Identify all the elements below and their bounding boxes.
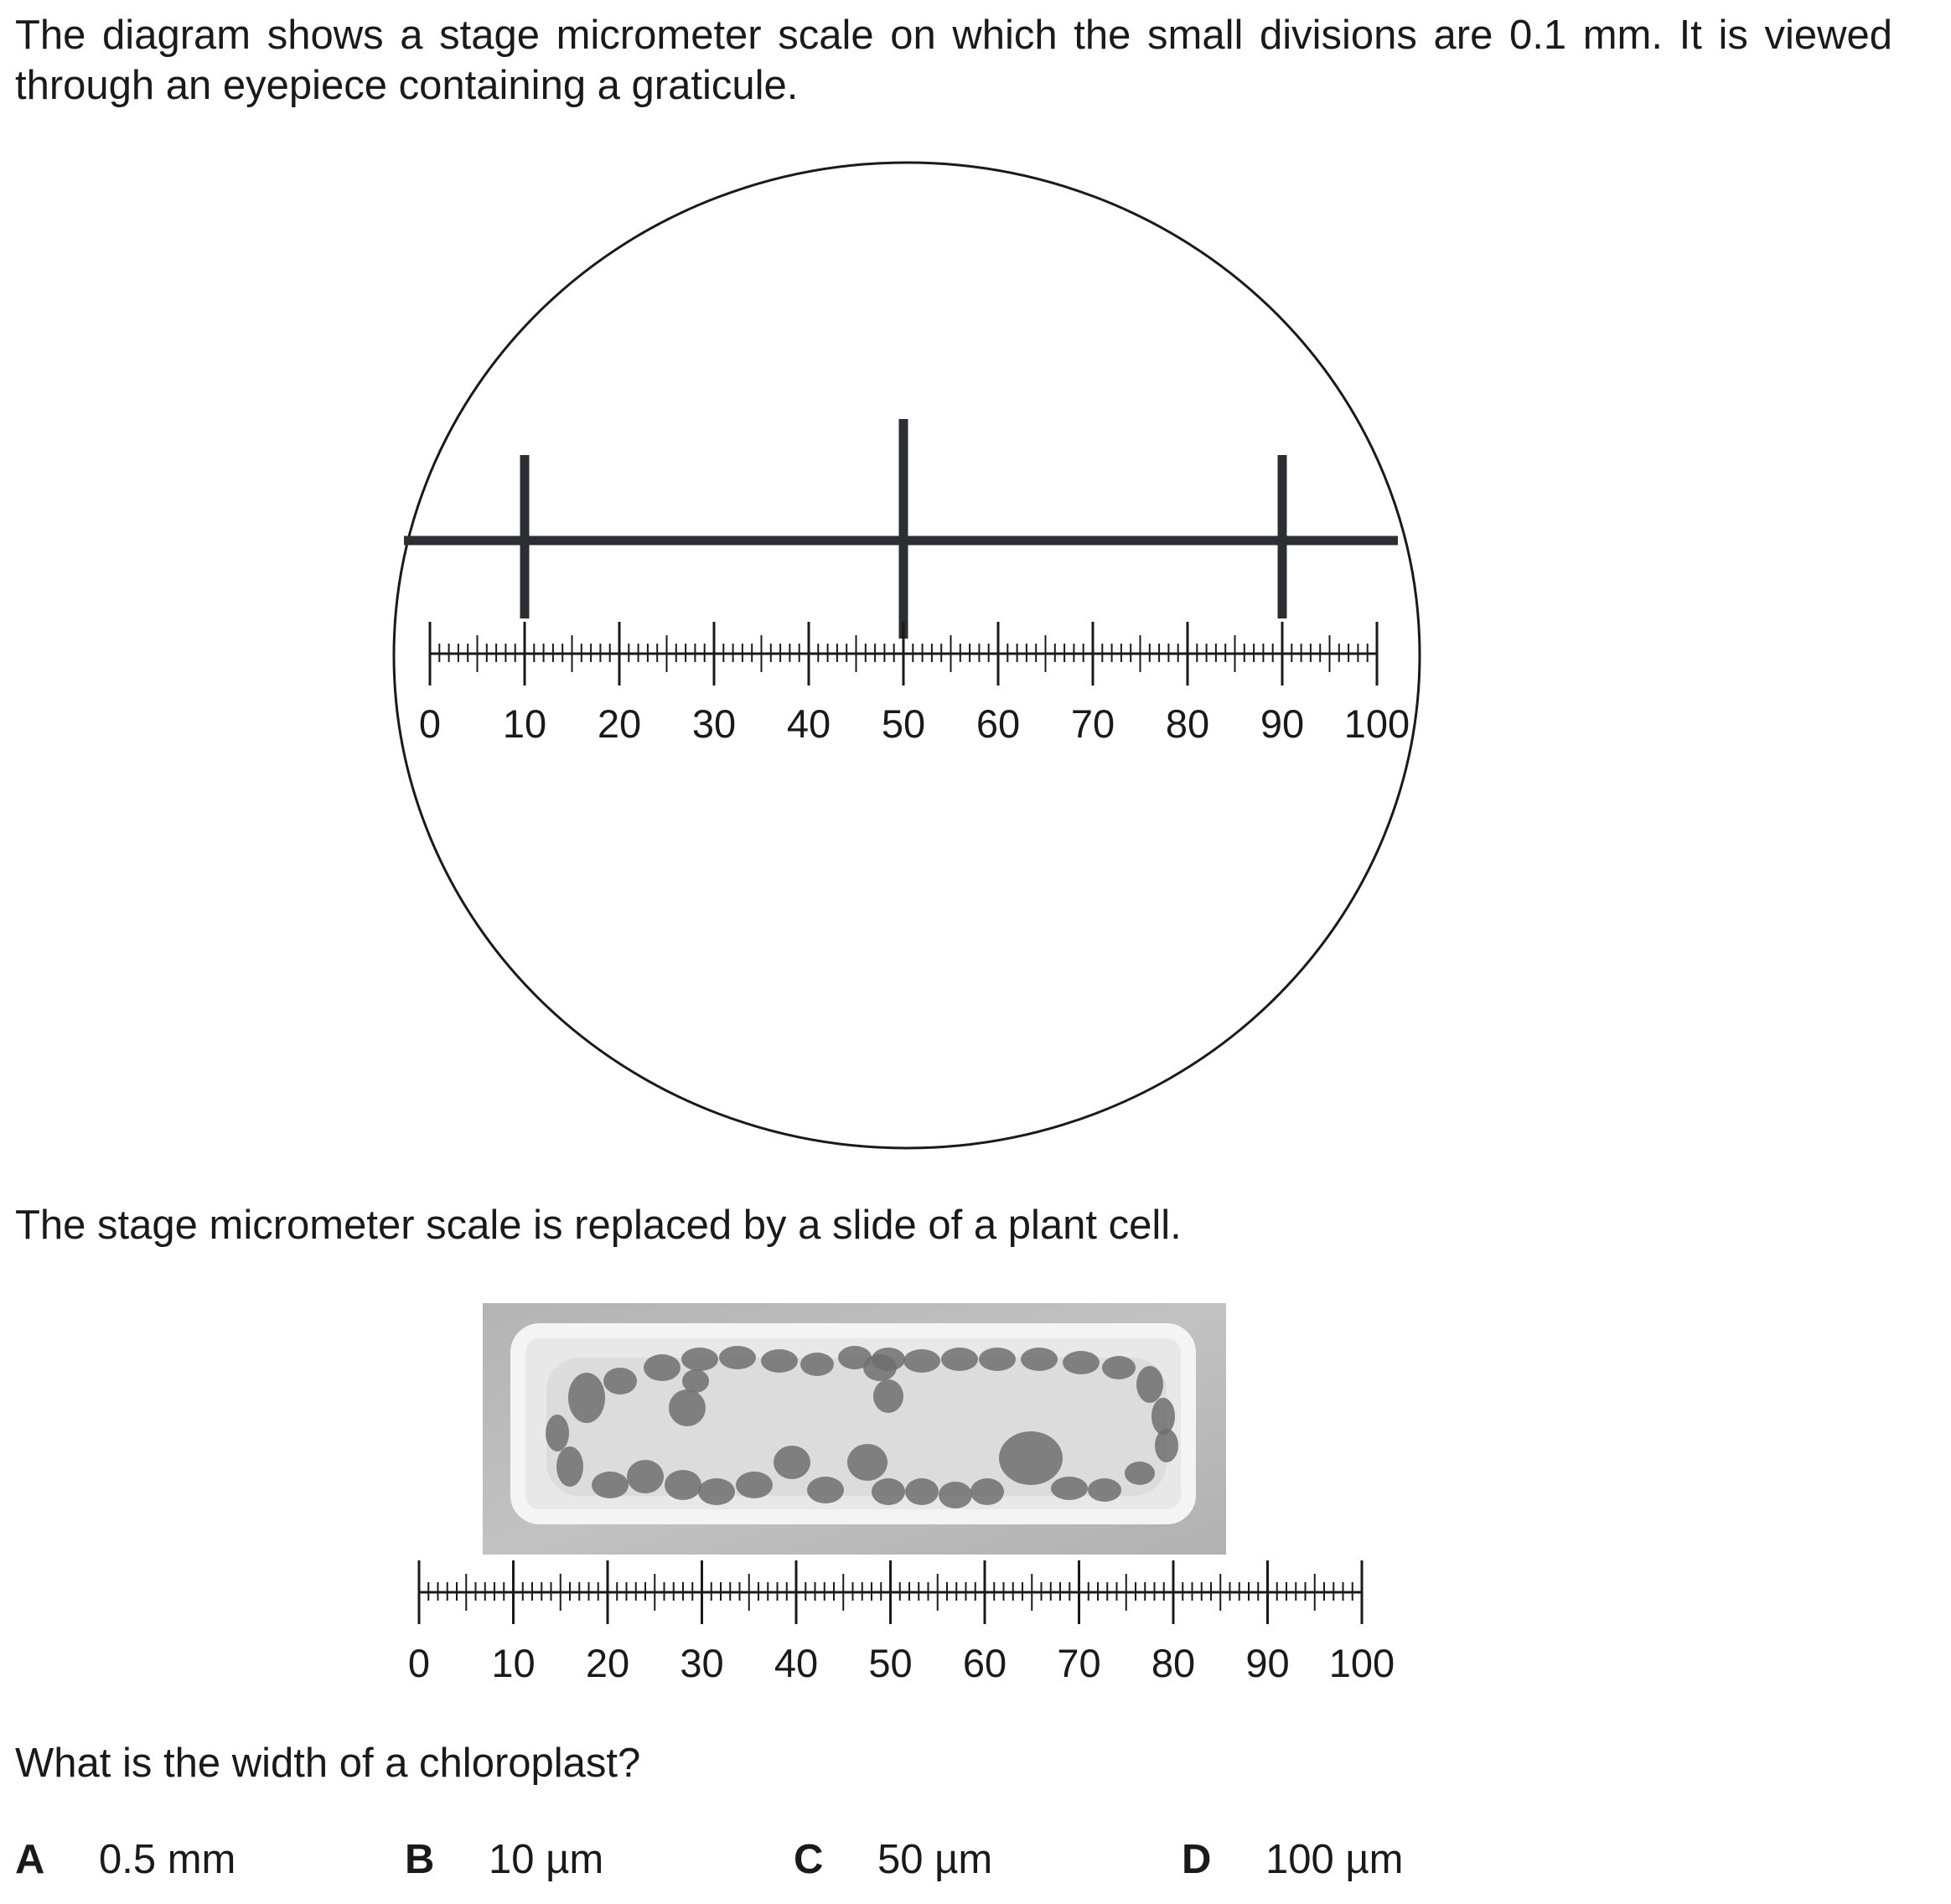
chloroplast bbox=[774, 1446, 810, 1479]
chloroplast bbox=[1088, 1478, 1121, 1502]
scale-label: 90 bbox=[1245, 1641, 1289, 1685]
chloroplast bbox=[546, 1415, 569, 1451]
scale-label: 100 bbox=[1344, 701, 1410, 746]
scale-label: 10 bbox=[491, 1641, 535, 1685]
option-c[interactable]: C 50 µm bbox=[794, 1834, 992, 1885]
chloroplast bbox=[1063, 1351, 1100, 1374]
chloroplast bbox=[863, 1354, 897, 1381]
chloroplast bbox=[979, 1348, 1016, 1371]
chloroplast bbox=[847, 1444, 888, 1481]
chloroplast bbox=[970, 1478, 1004, 1505]
chloroplast bbox=[603, 1368, 637, 1394]
chloroplast bbox=[568, 1373, 605, 1423]
scale-label: 50 bbox=[882, 701, 925, 746]
chloroplast bbox=[669, 1389, 706, 1426]
option-value: 10 µm bbox=[489, 1837, 604, 1882]
chloroplast bbox=[644, 1354, 681, 1381]
scale-label: 30 bbox=[692, 701, 736, 746]
chloroplast bbox=[592, 1472, 629, 1498]
scale-label: 50 bbox=[868, 1641, 912, 1685]
intro-text: The diagram shows a stage micrometer sca… bbox=[15, 13, 1892, 108]
scale-label: 60 bbox=[963, 1641, 1007, 1685]
scale-label: 40 bbox=[774, 1641, 818, 1685]
scale-label: 80 bbox=[1166, 701, 1209, 746]
option-letter: A bbox=[15, 1837, 45, 1882]
plant-cell-photo bbox=[483, 1303, 1226, 1555]
scale-label: 0 bbox=[408, 1641, 430, 1685]
plant-cell-diagram: 0 10 20 30 40 50 60 70 80 90 100 bbox=[408, 1303, 1395, 1685]
field-of-view-circle bbox=[392, 161, 1421, 1150]
scale-label: 40 bbox=[787, 701, 831, 746]
scale-label: 100 bbox=[1329, 1641, 1395, 1685]
scale-label: 70 bbox=[1071, 701, 1115, 746]
chloroplast bbox=[627, 1460, 664, 1493]
option-value: 100 µm bbox=[1265, 1837, 1404, 1882]
scale-label: 60 bbox=[976, 701, 1020, 746]
chloroplast bbox=[1021, 1348, 1058, 1371]
chloroplast bbox=[807, 1477, 844, 1503]
chloroplast bbox=[1151, 1398, 1175, 1435]
chloroplast bbox=[1125, 1462, 1155, 1485]
option-b[interactable]: B 10 µm bbox=[405, 1834, 603, 1885]
chloroplast bbox=[681, 1348, 718, 1371]
scale-label: 0 bbox=[419, 701, 441, 746]
chloroplast bbox=[905, 1478, 939, 1505]
scale-label: 70 bbox=[1057, 1641, 1100, 1685]
chloroplast bbox=[761, 1349, 798, 1373]
chloroplast bbox=[873, 1379, 903, 1413]
chloroplast bbox=[903, 1349, 940, 1373]
option-letter: D bbox=[1182, 1837, 1212, 1882]
option-letter: B bbox=[405, 1837, 435, 1882]
chloroplast bbox=[800, 1353, 834, 1376]
chloroplast bbox=[1102, 1356, 1136, 1379]
chloroplast bbox=[736, 1472, 773, 1498]
replacement-text: The stage micrometer scale is replaced b… bbox=[15, 1203, 1182, 1248]
chloroplast bbox=[682, 1369, 709, 1393]
scale-label: 20 bbox=[598, 701, 641, 746]
chloroplast bbox=[941, 1348, 978, 1371]
chloroplast bbox=[698, 1478, 735, 1505]
option-value: 50 µm bbox=[877, 1837, 993, 1882]
chloroplast bbox=[939, 1482, 972, 1508]
option-value: 0.5 mm bbox=[99, 1837, 236, 1882]
eyepiece-view-diagram: 0 10 20 30 40 50 60 70 80 90 100 bbox=[392, 161, 1421, 1150]
chloroplast bbox=[872, 1478, 905, 1505]
chloroplast bbox=[1136, 1366, 1163, 1403]
scale-label: 90 bbox=[1260, 701, 1304, 746]
chloroplast bbox=[838, 1346, 872, 1369]
chloroplast bbox=[556, 1446, 583, 1487]
chloroplast bbox=[1155, 1429, 1178, 1462]
option-letter: C bbox=[794, 1837, 824, 1882]
chloroplast bbox=[1051, 1477, 1088, 1500]
chloroplast bbox=[719, 1346, 756, 1369]
scale-label: 10 bbox=[503, 701, 546, 746]
scale-label: 20 bbox=[586, 1641, 629, 1685]
chloroplasts bbox=[546, 1346, 1178, 1508]
question-text: What is the width of a chloroplast? bbox=[15, 1741, 641, 1786]
option-d[interactable]: D 100 µm bbox=[1182, 1834, 1403, 1885]
scale-label: 80 bbox=[1151, 1641, 1195, 1685]
option-a[interactable]: A 0.5 mm bbox=[15, 1834, 235, 1885]
chloroplast bbox=[999, 1431, 1063, 1485]
chloroplast bbox=[665, 1470, 701, 1500]
scale-label: 30 bbox=[680, 1641, 723, 1685]
